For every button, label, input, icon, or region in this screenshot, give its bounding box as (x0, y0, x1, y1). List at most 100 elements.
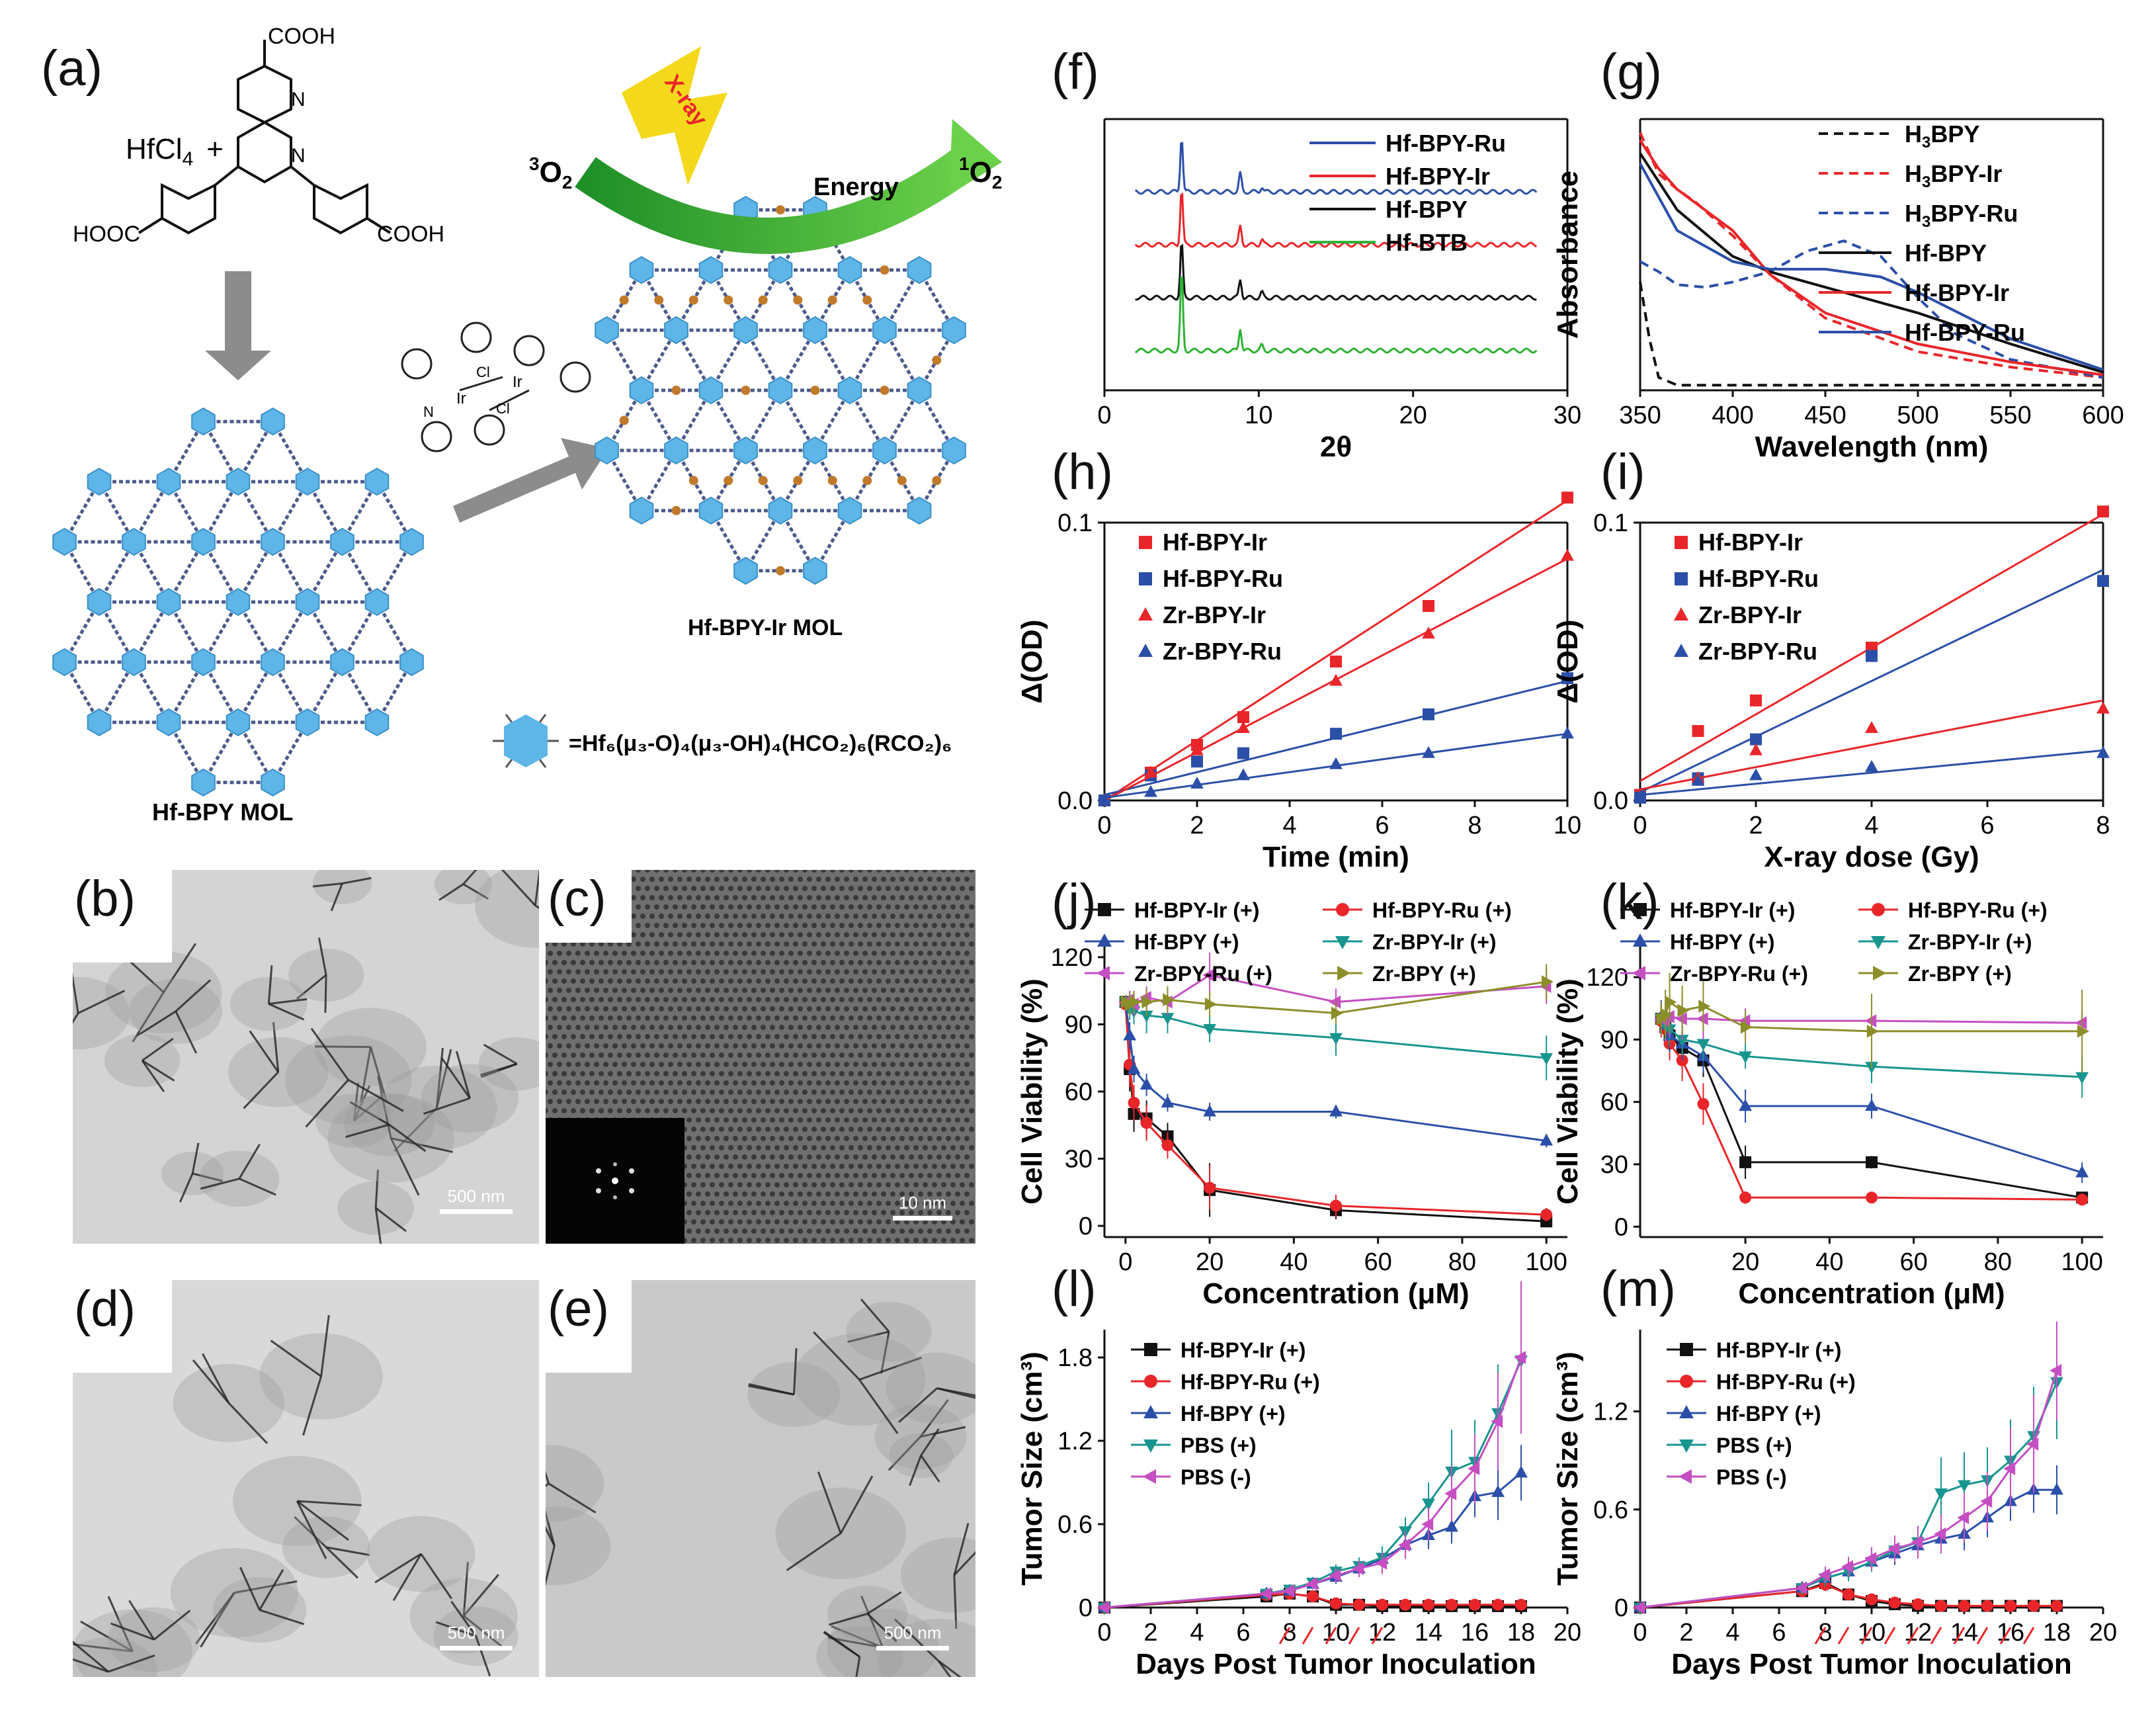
lattice-dot (941, 978, 946, 984)
lattice-dot (872, 895, 877, 900)
lattice-dot (742, 895, 747, 900)
lattice-dot (858, 997, 863, 1002)
lattice-dot (835, 1043, 840, 1049)
lattice-dot (622, 1062, 627, 1067)
lattice-dot (594, 1043, 599, 1049)
lattice-dot (793, 1015, 798, 1021)
lattice-dot (700, 886, 706, 891)
linker (709, 329, 747, 392)
lattice-dot (640, 895, 645, 900)
lattice-dot (936, 951, 942, 956)
lattice-dot (677, 877, 683, 882)
lattice-dot (756, 1034, 761, 1039)
lattice-dot (784, 886, 789, 891)
lattice-dot (770, 1006, 775, 1011)
linker (375, 540, 413, 603)
sbu-node (942, 436, 966, 465)
lattice-dot (626, 1071, 632, 1076)
lattice-dot (728, 1015, 733, 1021)
lattice-dot (862, 1025, 868, 1030)
lattice-dot (640, 914, 645, 919)
lattice-dot (936, 1006, 942, 1011)
lattice-dot (733, 1006, 738, 1011)
lattice-dot (714, 1006, 720, 1011)
linker (813, 329, 852, 392)
lattice-dot (612, 951, 618, 956)
ir-label-1: Ir (456, 390, 466, 408)
lattice-dot (793, 886, 798, 891)
lattice-dot (770, 932, 775, 937)
lattice-dot (770, 914, 775, 919)
lattice-dot (950, 997, 956, 1002)
tem-image-b: 500 nm (73, 870, 539, 1244)
lattice-dot (761, 988, 766, 993)
sbu-node (768, 255, 793, 284)
lattice-dot (659, 877, 664, 882)
sbu-node (261, 408, 285, 436)
nanosheet-edge (347, 1079, 404, 1112)
chart-f: 0 10 20 30 2θ Hf-BPY-Ru Hf-BPY-Ir Hf-BPY Hf-BTB (1097, 118, 1581, 463)
lattice-dot (747, 997, 752, 1002)
ir-site (932, 476, 942, 486)
lattice-dot (561, 1015, 567, 1021)
x-axis-label: Wavelength (nm) (1755, 431, 1989, 463)
lattice-dot (649, 969, 655, 974)
lattice-dot (909, 969, 914, 974)
lattice-dot (881, 969, 886, 974)
y-tick-label: 90 (1600, 1026, 1628, 1054)
linker (605, 449, 643, 512)
scheme-panel: HfCl4 + COOH N N HOOC COOH Hf-BPY MOL Ir … (52, 24, 1002, 826)
sbu-node (191, 648, 216, 677)
lattice-dot (585, 1006, 590, 1011)
linker (883, 329, 921, 392)
x-tick-label: 100 (1525, 1248, 1567, 1276)
lattice-dot (784, 941, 789, 947)
lattice-dot (793, 1052, 798, 1058)
lattice-dot (858, 904, 863, 910)
lattice-dot (839, 960, 845, 965)
lattice-dot (677, 1025, 683, 1030)
legend-label: Zr-BPY-Ir (1698, 601, 1802, 628)
legend-label: Hf-BPY-Ru (+) (1372, 898, 1512, 922)
lattice-dot (733, 895, 738, 900)
lattice-dot (821, 870, 826, 873)
lattice-dot (849, 870, 854, 873)
lattice-dot (631, 988, 636, 993)
lattice-dot (649, 932, 655, 937)
lattice-dot (700, 1071, 706, 1076)
lattice-dot (946, 895, 951, 900)
lattice-dot (904, 1034, 909, 1039)
lattice-dot (946, 932, 951, 937)
data-point-zr-bpy- (1866, 1024, 1879, 1038)
nanosheet-edge (480, 1062, 518, 1078)
lattice-dot (663, 941, 669, 947)
lattice-dot (682, 941, 687, 947)
lattice-dot (835, 914, 840, 919)
sbu-node (122, 648, 146, 677)
ir-site (671, 505, 681, 515)
lattice-dot (774, 923, 780, 928)
lattice-dot (927, 877, 933, 882)
y-tick-label: 0.6 (1593, 1496, 1628, 1524)
lattice-dot (858, 1034, 863, 1039)
lattice-dot (747, 1052, 752, 1058)
lattice-dot (631, 877, 636, 882)
lattice-dot (761, 914, 766, 919)
lattice-dot (802, 870, 808, 873)
lattice-dot (645, 1034, 650, 1039)
x-tick-label: 6 (1236, 1619, 1250, 1647)
legend-marker (1144, 1375, 1157, 1388)
lattice-dot (835, 1006, 840, 1011)
lattice-dot (589, 978, 595, 984)
lattice-dot (765, 870, 770, 873)
lattice-dot (636, 923, 641, 928)
x-axis-label: X-ray dose (Gy) (1764, 841, 1979, 873)
lattice-dot (603, 951, 608, 956)
sbu-node (837, 496, 862, 525)
lattice-dot (557, 1006, 562, 1011)
lattice-dot (561, 997, 567, 1002)
nanosheet-edge (136, 1010, 177, 1037)
reagent-hfcl4: HfCl4 + (126, 133, 224, 170)
data-point-hf-bpy- (1329, 1104, 1343, 1117)
data-point-hf-bpy-ru- (1128, 1096, 1140, 1109)
